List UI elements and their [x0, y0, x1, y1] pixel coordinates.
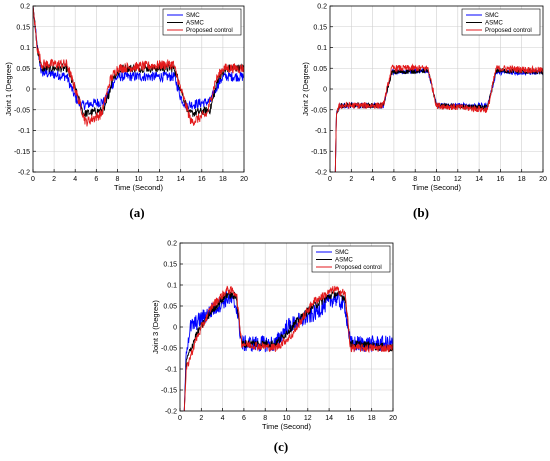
x-axis-label: Time (Second) [262, 422, 311, 431]
x-tick-label: 20 [240, 176, 248, 183]
y-tick-label: -0.1 [315, 128, 327, 135]
x-tick-label: 14 [475, 176, 483, 183]
y-tick-label: 0.1 [167, 283, 177, 290]
x-tick-label: 18 [368, 415, 376, 422]
series-line-proposed-control [334, 63, 543, 172]
chart-panel-2: 0 2 4 6 8 10 12 14 16 18 20 -0.2 -0.15 -0.1 -0.05 0 0.05… [301, 4, 547, 193]
y-tick-label: 0.15 [163, 262, 177, 269]
x-tick-label: 18 [518, 176, 526, 183]
x-tick-label: 0 [328, 176, 332, 183]
y-tick-label: -0.2 [18, 170, 30, 177]
x-tick-label: 4 [221, 415, 225, 422]
y-axis-label: Joint 3 (Degree) [151, 300, 160, 354]
x-axis-label: Time (Second) [412, 183, 461, 192]
x-tick-label: 20 [389, 415, 397, 422]
y-tick-label: -0.1 [165, 367, 177, 374]
y-tick-label: -0.15 [161, 388, 177, 395]
y-tick-label: -0.05 [14, 107, 30, 114]
panel-caption-a: (a) [129, 205, 144, 220]
x-tick-label: 2 [349, 176, 353, 183]
y-tick-label: -0.15 [311, 149, 327, 156]
x-tick-label: 6 [94, 176, 98, 183]
y-tick-label: -0.05 [161, 346, 177, 353]
legend-entry-label: SMC [485, 12, 499, 19]
y-tick-label: 0.2 [167, 241, 177, 248]
y-tick-label: 0 [173, 325, 177, 332]
y-tick-label: 0.2 [317, 4, 327, 11]
y-axis-label: Joint 1 (Degree) [4, 62, 13, 116]
y-tick-label: 0.1 [317, 45, 327, 52]
x-tick-label: 16 [347, 415, 355, 422]
y-tick-label: 0 [26, 87, 30, 94]
x-tick-label: 12 [304, 415, 312, 422]
x-tick-label: 14 [325, 415, 333, 422]
series-line-smc [33, 6, 244, 111]
y-tick-label: 0.15 [16, 24, 30, 31]
panel-caption-b: (b) [413, 205, 429, 220]
legend-entry-label: SMC [335, 249, 349, 256]
series-line-proposed-control [33, 6, 244, 127]
x-tick-label: 2 [199, 415, 203, 422]
y-axis-label: Joint 2 (Degree) [301, 62, 310, 116]
legend-entry-label: SMC [186, 12, 200, 19]
x-tick-label: 18 [219, 176, 227, 183]
y-tick-label: 0.15 [313, 24, 327, 31]
chart-panel-3: 0 2 4 6 8 10 12 14 16 18 20 -0.2 -0.15 -0.1 -0.05 0 0.05… [151, 241, 397, 432]
x-tick-label: 12 [454, 176, 462, 183]
y-tick-label: 0.1 [20, 45, 30, 52]
x-tick-label: 6 [392, 176, 396, 183]
x-tick-label: 10 [433, 176, 441, 183]
series-line-asmc [183, 289, 393, 411]
legend-entry-label: ASMC [485, 20, 503, 27]
y-tick-label: 0.05 [313, 66, 327, 73]
legend-entry-label: Proposed control [335, 264, 382, 271]
legend-entry-label: Proposed control [186, 27, 233, 34]
y-tick-label: -0.15 [14, 149, 30, 156]
x-tick-label: 14 [177, 176, 185, 183]
x-tick-label: 16 [198, 176, 206, 183]
panel-caption-c: (c) [274, 439, 288, 454]
legend-entry-label: ASMC [335, 257, 353, 264]
x-tick-label: 8 [413, 176, 417, 183]
y-tick-label: -0.2 [315, 170, 327, 177]
y-tick-label: 0.05 [16, 66, 30, 73]
x-tick-label: 0 [31, 176, 35, 183]
legend-entry-label: Proposed control [485, 27, 532, 34]
x-tick-label: 16 [497, 176, 505, 183]
x-tick-label: 2 [52, 176, 56, 183]
y-tick-label: 0 [323, 87, 327, 94]
chart-panel-1: 0 2 4 6 8 10 12 14 16 18 20 -0.2 -0.15 -0.1 -0.05 0 0.05… [4, 4, 248, 193]
x-tick-label: 20 [539, 176, 547, 183]
x-tick-label: 4 [73, 176, 77, 183]
x-tick-label: 0 [178, 415, 182, 422]
x-axis-label: Time (Second) [114, 183, 163, 192]
y-tick-label: -0.2 [165, 409, 177, 416]
y-tick-label: -0.1 [18, 128, 30, 135]
legend-entry-label: ASMC [186, 20, 204, 27]
y-tick-label: -0.05 [311, 107, 327, 114]
y-tick-label: 0.05 [163, 304, 177, 311]
x-tick-label: 8 [115, 176, 119, 183]
x-tick-label: 6 [242, 415, 246, 422]
y-tick-label: 0.2 [20, 4, 30, 11]
series-line-proposed-control [183, 285, 393, 411]
x-tick-label: 4 [371, 176, 375, 183]
x-tick-label: 10 [283, 415, 291, 422]
x-tick-label: 12 [156, 176, 164, 183]
x-tick-label: 8 [263, 415, 267, 422]
x-tick-label: 10 [135, 176, 143, 183]
